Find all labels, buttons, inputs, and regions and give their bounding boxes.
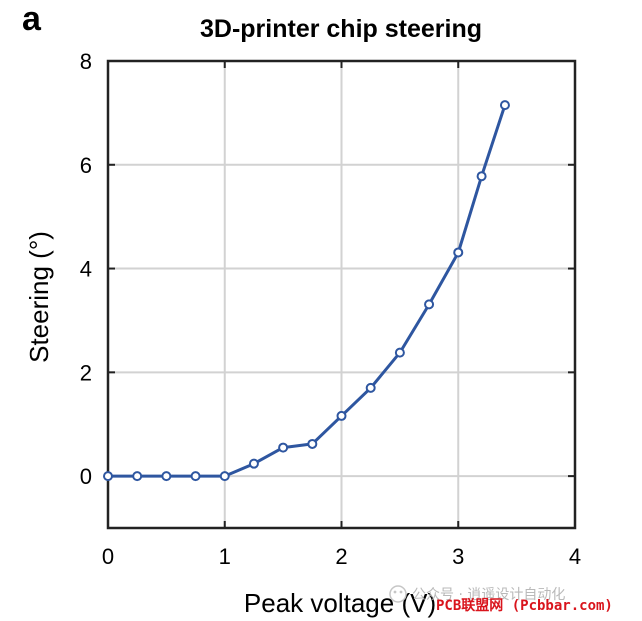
data-series — [103, 100, 510, 482]
data-point — [476, 171, 487, 182]
wechat-logo-dot-icon — [393, 590, 397, 594]
watermark-site-text: PCB联盟网 (Pcbbar.com) — [436, 598, 613, 614]
data-point — [190, 471, 201, 482]
x-tick-labels: 0 1 2 3 4 — [102, 544, 581, 569]
data-point — [161, 471, 172, 482]
x-tick-label: 4 — [569, 544, 581, 569]
watermark-wechat-text: 公众号 · 逍遥设计自动化 — [412, 587, 565, 603]
y-tick-label: 0 — [80, 464, 92, 489]
data-point — [365, 382, 376, 393]
y-tick-label: 8 — [80, 49, 92, 74]
data-point — [499, 100, 510, 111]
data-point — [219, 471, 230, 482]
watermark: 公众号 · 逍遥设计自动化 PCB联盟网 (Pcbbar.com) — [389, 585, 613, 614]
data-point — [453, 247, 464, 258]
x-tick-label: 0 — [102, 544, 114, 569]
x-tick-label: 3 — [452, 544, 464, 569]
grid-lines — [108, 61, 575, 528]
data-point — [394, 347, 405, 358]
y-tick-labels: 0 2 4 6 8 — [80, 49, 92, 489]
y-tick-label: 6 — [80, 153, 92, 178]
data-point — [103, 471, 113, 482]
data-point — [307, 438, 318, 449]
x-tick-label: 2 — [335, 544, 347, 569]
data-point — [336, 410, 347, 421]
y-axis-label: Steering (°) — [24, 231, 54, 363]
wechat-logo-icon — [389, 585, 407, 603]
series-line — [108, 104, 507, 478]
data-point — [132, 471, 143, 482]
x-axis-label: Peak voltage (V) — [244, 588, 436, 618]
data-point — [278, 442, 289, 453]
y-tick-label: 2 — [80, 360, 92, 385]
axis-ticks — [107, 60, 576, 528]
y-tick-label: 4 — [80, 257, 92, 282]
wechat-logo-dot-icon — [399, 590, 403, 594]
chart-title: 3D-printer chip steering — [200, 15, 482, 43]
data-point — [248, 458, 259, 469]
x-tick-label: 1 — [219, 544, 231, 569]
panel-label: a — [22, 0, 42, 38]
data-point — [424, 299, 435, 310]
